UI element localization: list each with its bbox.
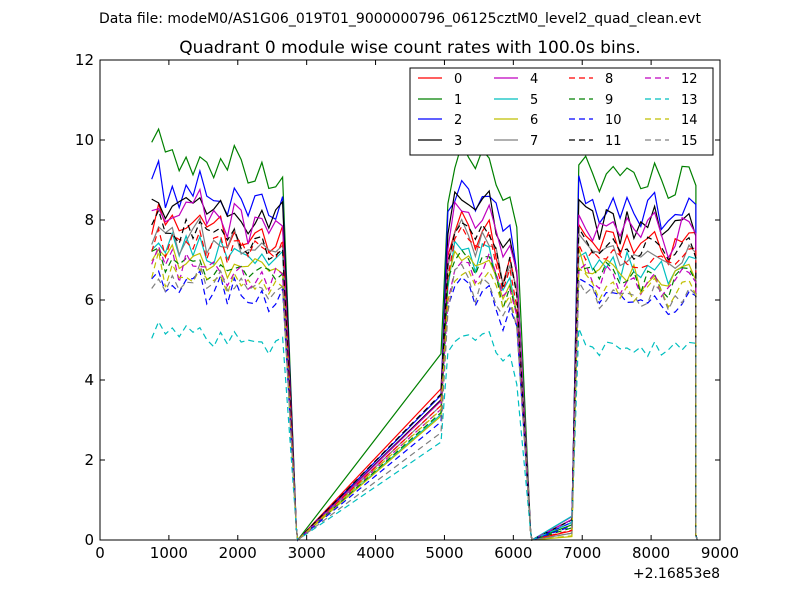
x-tick-label: 5000 (425, 544, 463, 562)
series-line-5 (151, 231, 698, 542)
y-tick-label: 4 (84, 371, 94, 389)
legend-label-12: 12 (681, 72, 698, 87)
series-line-11 (151, 208, 698, 542)
legend-label-6: 6 (530, 113, 538, 128)
y-tick-label: 2 (84, 451, 94, 469)
legend-label-11: 11 (605, 134, 622, 149)
series-line-15 (151, 262, 698, 542)
series-line-7 (151, 216, 698, 542)
series-line-14 (151, 251, 698, 542)
legend-label-8: 8 (605, 72, 613, 87)
series-line-10 (151, 269, 698, 542)
x-tick-label: 7000 (563, 544, 601, 562)
data-file-label: Data file: modeM0/AS1G06_019T01_90000007… (99, 11, 701, 27)
x-tick-label: 8000 (632, 544, 670, 562)
x-tick-label: 1000 (150, 544, 188, 562)
legend-label-9: 9 (605, 93, 613, 108)
x-tick-label: 6000 (494, 544, 532, 562)
series-line-13 (151, 320, 698, 542)
series-line-4 (151, 187, 698, 542)
y-tick-label: 8 (84, 211, 94, 229)
legend-label-2: 2 (454, 113, 462, 128)
legend-label-5: 5 (530, 93, 538, 108)
y-tick-label: 0 (84, 531, 94, 549)
x-tick-label: 4000 (356, 544, 394, 562)
series-line-9 (151, 247, 698, 542)
legend-label-0: 0 (454, 72, 462, 87)
y-tick-label: 10 (75, 131, 94, 149)
legend-label-4: 4 (530, 72, 538, 87)
legend-label-14: 14 (681, 113, 698, 128)
x-axis-offset-label: +2.16853e8 (633, 566, 720, 582)
series-line-12 (151, 244, 698, 542)
x-tick-label: 9000 (701, 544, 739, 562)
x-tick-label: 3000 (288, 544, 326, 562)
legend-frame (409, 67, 714, 156)
legend-label-3: 3 (454, 134, 462, 149)
legend-label-13: 13 (681, 93, 698, 108)
series-line-8 (151, 225, 698, 542)
legend-label-7: 7 (530, 134, 538, 149)
x-tick-label: 2000 (219, 544, 257, 562)
legend-label-1: 1 (454, 93, 462, 108)
series-line-2 (151, 158, 698, 542)
y-tick-label: 6 (84, 291, 94, 309)
axis-ticks: 0 1000 2000 3000 4000 5000 6000 7000 8000 9000 0 2 4… (75, 51, 739, 562)
chart-title: Quadrant 0 module wise count rates with … (179, 38, 640, 58)
legend-label-10: 10 (605, 113, 622, 128)
legend-label-15: 15 (681, 134, 698, 149)
series-line-0 (151, 201, 698, 542)
series-layer (151, 127, 698, 542)
x-tick-label: 0 (95, 544, 105, 562)
y-tick-label: 12 (75, 51, 94, 69)
